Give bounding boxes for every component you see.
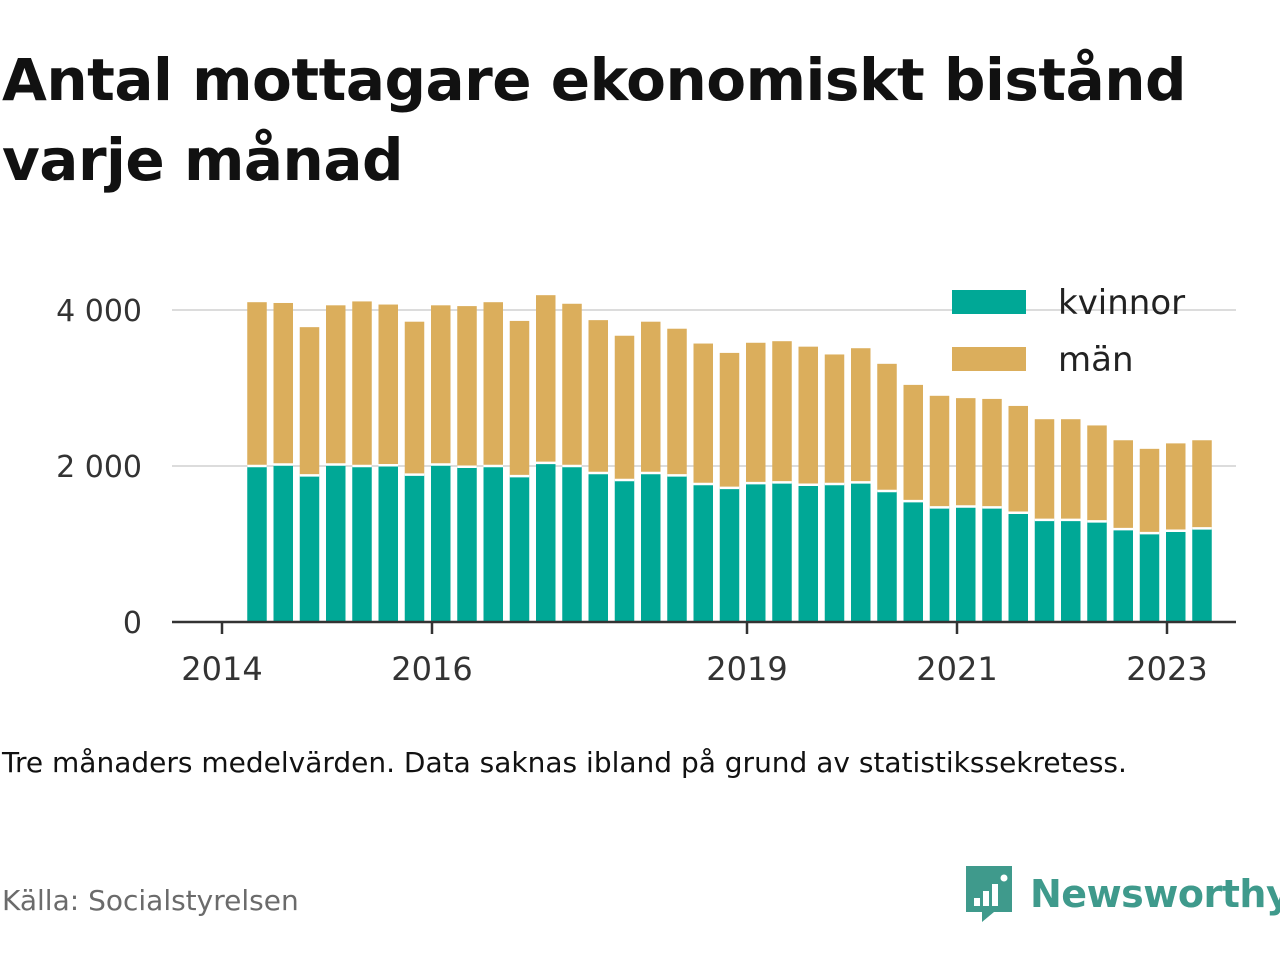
bar-man xyxy=(536,295,556,463)
bar-kvinnor xyxy=(641,473,661,622)
bar-kvinnor xyxy=(719,487,740,622)
bar-kvinnor xyxy=(1087,521,1107,622)
bar-kvinnor xyxy=(299,475,320,622)
bar-man xyxy=(1113,440,1133,530)
bar-kvinnor xyxy=(326,464,346,622)
bar-kvinnor xyxy=(483,466,503,622)
bar-man xyxy=(483,302,503,466)
bar-kvinnor xyxy=(903,501,923,622)
bar-kvinnor xyxy=(562,466,582,622)
bar-kvinnor xyxy=(1139,533,1160,622)
legend-label-kvinnor: kvinnor xyxy=(1058,283,1185,323)
bar-man xyxy=(273,302,293,465)
bar-kvinnor xyxy=(457,466,477,622)
bar-man xyxy=(1192,440,1212,529)
bar-kvinnor xyxy=(1113,529,1133,622)
bar-kvinnor xyxy=(1061,519,1081,622)
bar-man xyxy=(431,305,451,465)
bar-man xyxy=(851,348,871,483)
bar-man xyxy=(877,363,897,491)
bar-man xyxy=(693,343,713,484)
x-tick-label: 2016 xyxy=(391,650,472,688)
bar-kvinnor xyxy=(431,464,451,622)
bar-kvinnor xyxy=(273,464,293,622)
bar-kvinnor xyxy=(693,483,713,622)
bar-man xyxy=(929,395,950,508)
bar-kvinnor xyxy=(824,483,845,622)
bar-kvinnor xyxy=(352,466,372,622)
bar-man xyxy=(326,305,346,465)
bar-man xyxy=(247,302,267,466)
x-tick-label: 2023 xyxy=(1126,650,1207,688)
newsworthy-logo-icon xyxy=(966,866,1012,922)
bar-man xyxy=(719,352,740,488)
bar-kvinnor xyxy=(378,465,398,622)
x-tick-label: 2021 xyxy=(916,650,997,688)
bar-kvinnor xyxy=(667,475,687,622)
bar-kvinnor xyxy=(1166,530,1186,622)
stacked-bar-chart: 0 2 000 4 000 2014 2016 2019 2021 2023 kvinnor mä… xyxy=(56,283,1236,688)
bar-man xyxy=(746,342,766,484)
bar-man xyxy=(509,320,530,477)
bar-kvinnor xyxy=(247,466,267,622)
bar-kvinnor xyxy=(614,480,635,622)
bar-kvinnor xyxy=(798,484,818,622)
brand-logo: Newsworthy xyxy=(964,862,1280,926)
bar-man xyxy=(824,354,845,484)
bar-man xyxy=(667,328,687,476)
bar-man xyxy=(641,321,661,474)
bar-man xyxy=(562,303,582,466)
bar-man xyxy=(378,304,398,466)
brand-name: Newsworthy xyxy=(1030,872,1280,916)
source-label: Källa: Socialstyrelsen xyxy=(2,884,299,917)
bar-man xyxy=(1087,425,1107,522)
bar-man xyxy=(404,321,425,475)
x-tick-label: 2014 xyxy=(181,650,262,688)
bar-kvinnor xyxy=(1034,519,1055,622)
bar-man xyxy=(1034,419,1055,520)
bar-kvinnor xyxy=(982,507,1002,622)
bar-man xyxy=(457,306,477,467)
bar-kvinnor xyxy=(588,473,608,622)
y-tick-label: 0 xyxy=(123,606,142,641)
bar-kvinnor xyxy=(929,507,950,622)
bar-man xyxy=(772,341,792,483)
bar-kvinnor xyxy=(956,506,976,622)
y-tick-label: 2 000 xyxy=(56,450,142,485)
y-tick-label: 4 000 xyxy=(56,294,142,329)
bar-man xyxy=(1139,448,1160,534)
bar-man xyxy=(982,398,1002,508)
bar-kvinnor xyxy=(404,474,425,622)
bar-kvinnor xyxy=(536,462,556,622)
bar-man xyxy=(299,327,320,476)
bar-man xyxy=(956,398,976,507)
legend-swatch-kvinnor xyxy=(952,290,1026,314)
bar-kvinnor xyxy=(851,482,871,622)
bar-man xyxy=(588,320,608,474)
bar-man xyxy=(352,301,372,466)
bar-man xyxy=(903,384,923,502)
bar-kvinnor xyxy=(772,482,792,622)
bar-kvinnor xyxy=(509,476,530,622)
legend-label-man: män xyxy=(1058,340,1134,380)
bar-kvinnor xyxy=(1192,528,1212,622)
x-tick-label: 2019 xyxy=(706,650,787,688)
bar-man xyxy=(1061,419,1081,520)
chart-area: 0 2 000 4 000 2014 2016 2019 2021 2023 kvinnor mä… xyxy=(0,260,1280,700)
chart-title: Antal mottagare ekonomiskt bistånd varje… xyxy=(2,46,1187,194)
bar-man xyxy=(614,335,635,481)
bar-man xyxy=(1008,405,1028,513)
legend-swatch-man xyxy=(952,347,1026,371)
chart-note: Tre månaders medelvärden. Data saknas ib… xyxy=(2,746,1127,779)
bar-kvinnor xyxy=(877,490,897,622)
bar-kvinnor xyxy=(746,483,766,622)
bar-man xyxy=(1166,443,1186,531)
bar-kvinnor xyxy=(1008,512,1028,622)
bar-man xyxy=(798,346,818,485)
